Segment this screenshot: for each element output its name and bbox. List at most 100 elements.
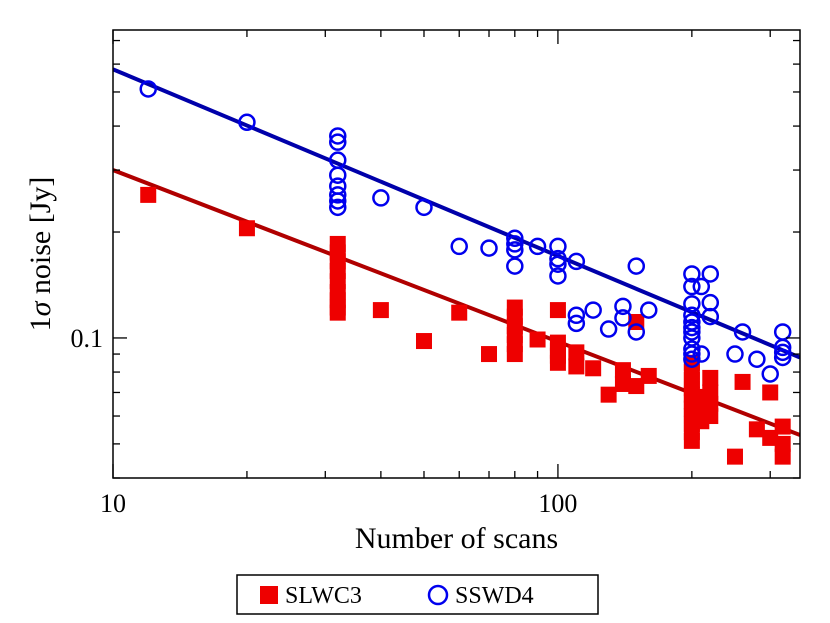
slwc3-point [702,395,719,412]
sswd4-point [549,237,567,256]
sswd4-point [549,255,567,273]
sswd4-point [627,323,646,341]
slwc3-point [372,302,389,319]
sswd4-point [450,237,468,256]
sswd4-point [372,189,390,207]
y-tick-label: 0.1 [71,324,104,353]
sswd4-point [773,323,792,341]
slwc3-point [774,448,791,465]
sswd4-point [683,295,701,313]
sswd4-point [329,192,347,210]
slwc3-point [585,360,602,377]
slwc3-point [506,346,523,363]
slwc3-point [329,304,346,321]
plot-area [113,67,800,465]
y-axis-title: 1σ noise [Jy] [24,177,57,332]
sswd4-point [506,257,524,275]
axis-ticks: 10 100 0.1 [71,30,800,518]
slwc3-point [628,378,645,395]
legend-label-slwc3: SLWC3 [285,583,362,609]
x-axis-title: Number of scans [355,522,558,555]
slwc3-point [762,384,779,401]
sswd4-point [506,229,524,248]
slwc3-point [568,358,585,375]
slwc3-point [640,367,657,384]
slwc3-point [238,220,255,237]
sswd4-point [329,133,347,151]
sswd4-point [773,338,792,357]
sswd4-point [238,113,256,132]
slwc3-point [614,375,631,392]
legend-box [236,574,599,615]
slwc3-point [568,344,585,361]
sswd4-point [701,265,720,283]
sswd4-point [329,127,347,145]
sswd4-point [733,323,752,341]
legend-label-sswd4: SSWD4 [455,583,534,609]
slwc3-point [600,386,617,403]
slwc3-point [481,346,498,363]
slwc3-point [762,429,779,446]
sswd4-point [599,320,618,338]
sswd4-point [683,265,701,283]
legend-marker-slwc3 [260,586,278,604]
sswd4-point [329,198,347,217]
sswd4-point [692,277,711,296]
sswd4-point [139,80,157,98]
sswd4-point [549,267,567,285]
sswd4-point [726,345,744,363]
sswd4-point [748,350,766,368]
sswd4-point [683,345,701,363]
legend: SLWC3 SSWD4 [236,574,599,615]
slwc3-point [748,421,765,438]
plot-content [113,67,800,465]
sswd4-point [639,301,658,319]
slwc3-point [774,435,791,452]
y-axis-title-prefix: 1 [24,316,57,331]
slwc3-point [702,369,719,386]
sswd4-point [528,237,547,256]
sswd4-point [329,166,347,184]
slwc3-point [702,408,719,425]
x-tick-label: 100 [538,489,577,518]
sswd4-point [761,365,779,383]
slwc3-point [415,333,432,350]
sswd4-point [683,306,701,325]
slwc3-point [451,304,468,321]
sswd4-point [683,340,701,358]
sswd4-point [567,314,586,333]
slwc3-point [529,331,546,348]
slwc3-point [549,354,566,371]
slwc3-point [774,418,791,435]
sswd4-point [329,186,347,204]
sswd4-point [773,348,792,367]
sswd4-point [584,301,602,319]
sswd4-point [701,307,720,326]
slwc3-point [614,362,631,379]
plot-frame [112,29,801,479]
sswd4-point [683,277,701,296]
sswd4-point [773,343,792,362]
slwc3-point [683,432,700,449]
y-axis-title-sigma: σ [24,300,57,316]
sswd4-point [627,257,646,275]
sswd4-point [614,297,632,316]
sswd4-point [683,350,701,368]
slwc3-point [140,186,157,203]
sswd4-point [415,198,433,217]
sswd4-point [549,249,567,268]
x-tick-label: 10 [100,489,126,518]
y-axis-title-suffix: noise [Jy] [24,177,57,302]
sswd4-point [506,241,524,259]
sswd4-point [567,252,586,271]
sswd4-point [614,309,632,327]
sswd4-point [683,323,701,341]
slwc3-point [549,302,566,319]
slwc3-point [734,373,751,390]
slwc3-point [726,448,743,465]
sswd4-point [506,235,524,253]
sswd4-point [692,345,711,363]
legend-marker-sswd4 [427,584,449,606]
sswd4-point [567,306,586,325]
